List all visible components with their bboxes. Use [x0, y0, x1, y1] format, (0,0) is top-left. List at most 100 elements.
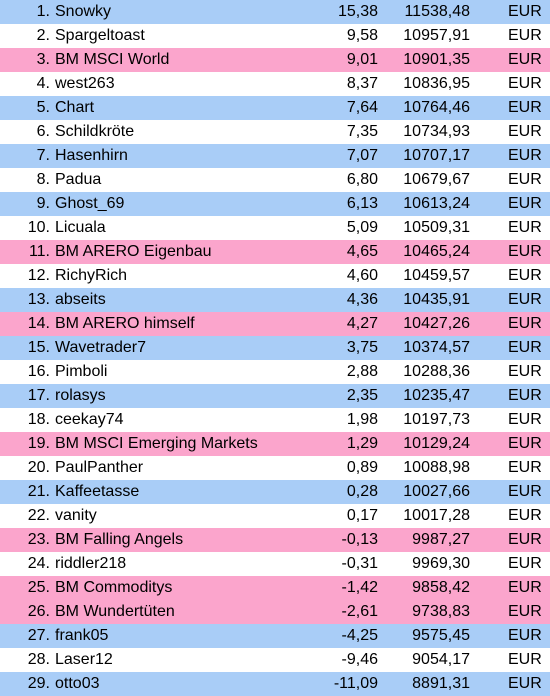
rank-cell: 17. — [27, 387, 50, 404]
currency-cell: EUR — [508, 243, 542, 260]
rank-cell: 1. — [36, 3, 50, 20]
portfolio-value-cell: 10613,24 — [403, 195, 470, 212]
rank-cell: 11. — [28, 243, 50, 260]
portfolio-value-cell: 10088,98 — [403, 459, 470, 476]
percent-change-cell: 8,37 — [346, 75, 378, 92]
name-cell: BM Commoditys — [55, 579, 173, 596]
percent-change-cell: 0,89 — [346, 459, 378, 476]
rank-cell: 28. — [27, 651, 50, 668]
currency-cell: EUR — [508, 507, 542, 524]
name-cell: ceekay74 — [55, 411, 124, 428]
currency-cell: EUR — [508, 219, 542, 236]
rank-cell: 8. — [36, 171, 50, 188]
rank-cell: 24. — [27, 555, 50, 572]
table-row: 23. BM Falling Angels -0,13 9987,27 EUR — [0, 528, 550, 552]
portfolio-value-cell: 10427,26 — [403, 315, 470, 332]
table-row: 13. abseits 4,36 10435,91 EUR — [0, 288, 550, 312]
portfolio-value-cell: 9987,27 — [412, 531, 470, 548]
currency-cell: EUR — [508, 579, 542, 596]
portfolio-value-cell: 9054,17 — [412, 651, 470, 668]
portfolio-value-cell: 10027,66 — [403, 483, 470, 500]
currency-cell: EUR — [508, 3, 542, 20]
rank-cell: 14. — [27, 315, 50, 332]
table-row: 4. west263 8,37 10836,95 EUR — [0, 72, 550, 96]
percent-change-cell: -1,42 — [341, 579, 378, 596]
name-cell: Snowky — [55, 3, 112, 20]
rank-cell: 29. — [27, 675, 50, 692]
rank-cell: 4. — [36, 75, 50, 92]
currency-cell: EUR — [508, 195, 542, 212]
percent-change-cell: 6,80 — [346, 171, 378, 188]
portfolio-value-cell: 10017,28 — [403, 507, 470, 524]
percent-change-cell: 6,13 — [346, 195, 378, 212]
rank-cell: 13. — [27, 291, 50, 308]
currency-cell: EUR — [508, 411, 542, 428]
percent-change-cell: 4,36 — [346, 291, 378, 308]
table-row: 14. BM ARERO himself 4,27 10427,26 EUR — [0, 312, 550, 336]
table-row: 27. frank05 -4,25 9575,45 EUR — [0, 624, 550, 648]
portfolio-value-cell: 10509,31 — [403, 219, 470, 236]
rank-cell: 18. — [27, 411, 50, 428]
name-cell: Hasenhirn — [55, 147, 128, 164]
name-cell: BM Falling Angels — [55, 531, 184, 548]
percent-change-cell: -2,61 — [341, 603, 378, 620]
portfolio-value-cell: 10465,24 — [403, 243, 470, 260]
name-cell: Licuala — [55, 219, 106, 236]
table-row: 7. Hasenhirn 7,07 10707,17 EUR — [0, 144, 550, 168]
currency-cell: EUR — [508, 291, 542, 308]
portfolio-value-cell: 9575,45 — [412, 627, 470, 644]
name-cell: Ghost_69 — [55, 195, 125, 212]
name-cell: Schildkröte — [55, 123, 135, 140]
percent-change-cell: -4,25 — [341, 627, 378, 644]
rank-cell: 22. — [27, 507, 50, 524]
currency-cell: EUR — [508, 339, 542, 356]
rank-cell: 5. — [36, 99, 50, 116]
percent-change-cell: 2,88 — [346, 363, 378, 380]
portfolio-value-cell: 10957,91 — [403, 27, 470, 44]
percent-change-cell: 3,75 — [346, 339, 378, 356]
portfolio-value-cell: 9738,83 — [412, 603, 470, 620]
percent-change-cell: 0,28 — [346, 483, 378, 500]
percent-change-cell: 9,01 — [346, 51, 378, 68]
percent-change-cell: 4,60 — [346, 267, 378, 284]
name-cell: abseits — [55, 291, 106, 308]
currency-cell: EUR — [508, 267, 542, 284]
currency-cell: EUR — [508, 459, 542, 476]
table-row: 15. Wavetrader7 3,75 10374,57 EUR — [0, 336, 550, 360]
table-row: 26. BM Wundertüten -2,61 9738,83 EUR — [0, 600, 550, 624]
name-cell: Kaffeetasse — [55, 483, 140, 500]
table-row: 5. Chart 7,64 10764,46 EUR — [0, 96, 550, 120]
name-cell: Chart — [55, 99, 95, 116]
name-cell: riddler218 — [55, 555, 127, 572]
table-row: 12. RichyRich 4,60 10459,57 EUR — [0, 264, 550, 288]
portfolio-value-cell: 9858,42 — [412, 579, 470, 596]
table-row: 22. vanity 0,17 10017,28 EUR — [0, 504, 550, 528]
portfolio-value-cell: 10734,93 — [403, 123, 470, 140]
table-row: 28. Laser12 -9,46 9054,17 EUR — [0, 648, 550, 672]
table-row: 24. riddler218 -0,31 9969,30 EUR — [0, 552, 550, 576]
name-cell: RichyRich — [55, 267, 128, 284]
name-cell: west263 — [55, 75, 115, 92]
name-cell: Padua — [55, 171, 102, 188]
rank-cell: 25. — [27, 579, 50, 596]
currency-cell: EUR — [508, 555, 542, 572]
rank-cell: 16. — [27, 363, 50, 380]
rank-cell: 26. — [27, 603, 50, 620]
currency-cell: EUR — [508, 387, 542, 404]
name-cell: BM ARERO himself — [55, 315, 195, 332]
table-row: 6. Schildkröte 7,35 10734,93 EUR — [0, 120, 550, 144]
portfolio-value-cell: 10435,91 — [403, 291, 470, 308]
percent-change-cell: -0,31 — [341, 555, 378, 572]
currency-cell: EUR — [508, 171, 542, 188]
percent-change-cell: -11,09 — [333, 675, 378, 692]
table-row: 21. Kaffeetasse 0,28 10027,66 EUR — [0, 480, 550, 504]
rank-cell: 3. — [36, 51, 50, 68]
rank-cell: 23. — [27, 531, 50, 548]
name-cell: BM Wundertüten — [55, 603, 175, 620]
currency-cell: EUR — [508, 651, 542, 668]
percent-change-cell: 9,58 — [346, 27, 378, 44]
table-row: 20. PaulPanther 0,89 10088,98 EUR — [0, 456, 550, 480]
portfolio-value-cell: 10764,46 — [403, 99, 470, 116]
name-cell: frank05 — [55, 627, 109, 644]
